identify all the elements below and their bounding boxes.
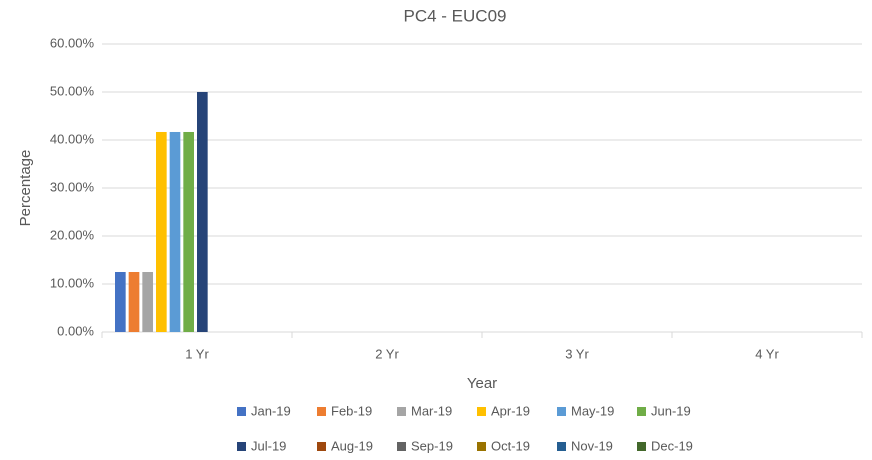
legend-swatch [477, 442, 486, 451]
x-tick-label: 2 Yr [375, 346, 399, 361]
y-tick-label: 30.00% [50, 179, 95, 194]
x-axis-title: Year [467, 375, 497, 392]
bar [197, 92, 208, 332]
legend-label: Apr-19 [491, 403, 530, 418]
legend-swatch [557, 407, 566, 416]
legend-label: Aug-19 [331, 438, 373, 453]
legend-label: Oct-19 [491, 438, 530, 453]
legend-label: Jan-19 [251, 403, 291, 418]
legend-swatch [557, 442, 566, 451]
legend-swatch [317, 442, 326, 451]
y-tick-label: 40.00% [50, 131, 95, 146]
x-tick-label: 4 Yr [755, 346, 779, 361]
bar [142, 272, 153, 332]
x-tick-label: 3 Yr [565, 346, 589, 361]
bar [156, 131, 167, 332]
legend-swatch [317, 407, 326, 416]
bar [183, 131, 194, 332]
legend-swatch [637, 442, 646, 451]
legend-label: Mar-19 [411, 403, 452, 418]
legend-swatch [397, 442, 406, 451]
legend-label: Sep-19 [411, 438, 453, 453]
legend-swatch [237, 407, 246, 416]
y-tick-label: 60.00% [50, 35, 95, 50]
legend-label: Feb-19 [331, 403, 372, 418]
y-axis-title: Percentage [17, 150, 34, 227]
legend-label: May-19 [571, 403, 614, 418]
bar [115, 272, 126, 332]
legend-label: Jul-19 [251, 438, 286, 453]
legend-swatch [237, 442, 246, 451]
legend-label: Jun-19 [651, 403, 691, 418]
chart-title: PC4 - EUC09 [404, 6, 507, 25]
y-tick-label: 20.00% [50, 227, 95, 242]
legend-swatch [477, 407, 486, 416]
bar [128, 272, 140, 332]
legend-label: Nov-19 [571, 438, 613, 453]
legend-swatch [637, 407, 646, 416]
x-tick-label: 1 Yr [185, 346, 209, 361]
bar [169, 131, 181, 332]
y-tick-label: 0.00% [57, 323, 94, 338]
y-tick-label: 50.00% [50, 83, 95, 98]
legend-label: Dec-19 [651, 438, 693, 453]
y-tick-label: 10.00% [50, 275, 95, 290]
legend-swatch [397, 407, 406, 416]
